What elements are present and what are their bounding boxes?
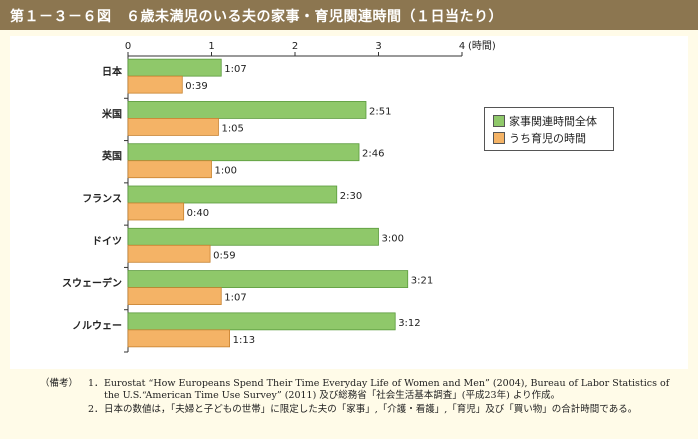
data-label-total-3: 2:30 (340, 191, 362, 202)
bar-childcare-4 (127, 244, 211, 263)
bar-childcare-1 (127, 118, 219, 136)
bar-childcare-6 (127, 329, 230, 348)
note-number-1: 1． (88, 378, 104, 389)
bar-total-1 (127, 101, 367, 119)
category-label-0: 日本 (102, 65, 123, 78)
x-tick-label-0: 0 (125, 41, 131, 52)
notes-label: （備考） (40, 378, 79, 389)
bar-childcare-5 (127, 287, 222, 305)
data-label-childcare-5: 1:07 (224, 293, 246, 304)
data-label-childcare-2: 1:00 (215, 166, 237, 177)
bar-childcare-3 (127, 202, 185, 221)
data-label-childcare-4: 0:59 (213, 250, 235, 261)
data-label-total-6: 3:12 (398, 318, 420, 329)
category-label-3: フランス (82, 193, 122, 205)
bar-total-4 (127, 227, 379, 246)
bar-total-6 (127, 312, 396, 331)
data-label-total-1: 2:51 (369, 106, 391, 117)
x-tick-label-4: 4 (459, 41, 465, 52)
x-tick-label-1: 1 (208, 41, 214, 52)
data-label-total-4: 3:00 (382, 233, 404, 244)
legend-item-total: 家事関連時間全体 (493, 113, 597, 129)
chart-panel: 0 1 2 3 4 (時間) 日本 1:07 0:39 米国 2:51 1:05 英国 2:46 1:00 フ… (10, 36, 688, 369)
x-tick-label-2: 2 (292, 41, 298, 52)
legend-label-total: 家事関連時間全体 (509, 115, 597, 128)
x-axis-unit: (時間) (468, 40, 496, 52)
category-label-2: 英国 (101, 150, 122, 163)
figure-title: 第１－３－６図 ６歳未満児のいる夫の家事・育児関連時間（１日当たり） (10, 9, 503, 25)
category-label-1: 米国 (102, 107, 122, 120)
data-label-total-0: 1:07 (224, 64, 246, 75)
data-label-childcare-6: 1:13 (233, 335, 255, 346)
bar-total-0 (127, 58, 222, 77)
category-label-6: ノルウェー (72, 320, 122, 332)
category-label-5: スウェーデン (62, 277, 122, 290)
legend-swatch-childcare (493, 132, 505, 144)
bar-total-2 (127, 143, 360, 162)
note-text-2: 日本の数値は，「夫婦と子どもの世帯」に限定した夫の「家事」,「介護・看護」,「育… (104, 404, 638, 415)
bar-total-3 (127, 185, 338, 204)
x-tick-label-3: 3 (375, 41, 381, 52)
data-label-childcare-0: 0:39 (185, 81, 207, 92)
figure-header: 第１－３－６図 ６歳未満児のいる夫の家事・育児関連時間（１日当たり） (0, 0, 698, 30)
category-label-4: ドイツ (92, 235, 122, 247)
note-item-1: 1． Eurostat “How Europeans Spend Their T… (88, 378, 684, 402)
data-label-childcare-3: 0:40 (187, 208, 209, 219)
legend-item-childcare: うち育児の時間 (493, 130, 586, 146)
note-number-2: 2． (88, 404, 104, 415)
bar-childcare-2 (127, 160, 212, 179)
legend: 家事関連時間全体 うち育児の時間 (484, 107, 614, 151)
note-text-1: Eurostat “How Europeans Spend Their Time… (104, 378, 670, 401)
note-item-2: 2． 日本の数値は，「夫婦と子どもの世帯」に限定した夫の「家事」,「介護・看護」… (88, 404, 684, 416)
bar-total-5 (127, 270, 409, 288)
data-label-total-2: 2:46 (362, 149, 384, 160)
legend-label-childcare: うち育児の時間 (509, 132, 586, 145)
bar-childcare-0 (127, 75, 183, 94)
legend-swatch-total (493, 115, 505, 127)
bar-chart: 0 1 2 3 4 (時間) 日本 1:07 0:39 米国 2:51 1:05 英国 2:46 1:00 フ… (62, 40, 496, 353)
data-label-total-5: 3:21 (411, 276, 433, 287)
data-label-childcare-1: 1:05 (221, 123, 243, 134)
